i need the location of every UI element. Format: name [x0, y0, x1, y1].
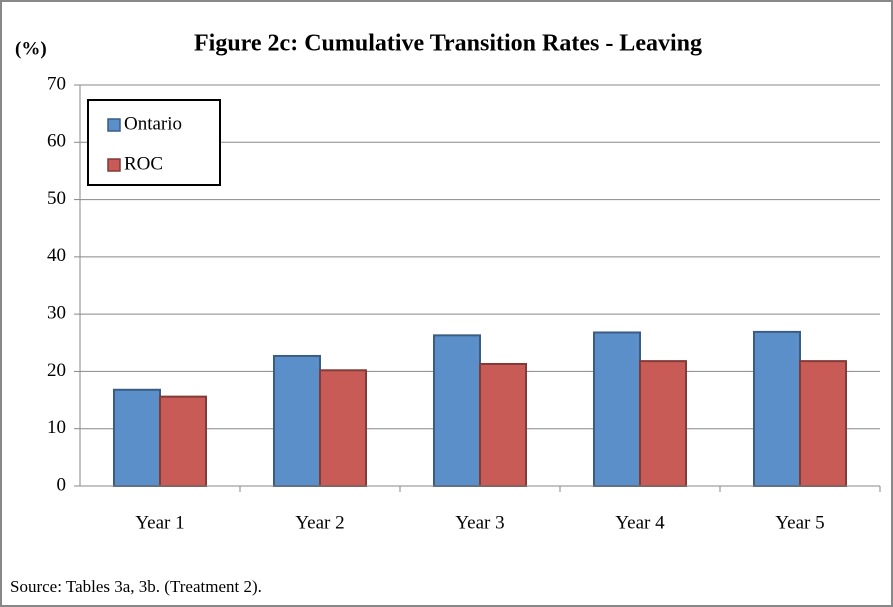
- bar: [639, 360, 687, 488]
- x-tick-label: Year 4: [615, 512, 665, 533]
- legend-label: ROC: [124, 153, 163, 174]
- bar: [479, 362, 527, 487]
- legend-swatch: [107, 118, 121, 132]
- bar: [799, 360, 847, 488]
- bar: [753, 330, 801, 487]
- legend-swatch: [107, 158, 121, 172]
- x-tick-label: Year 3: [455, 512, 504, 533]
- y-tick-label: 60: [47, 131, 66, 152]
- y-tick-label: 30: [47, 303, 66, 324]
- y-tick-label: 40: [47, 245, 66, 266]
- x-tick-label: Year 5: [775, 512, 824, 533]
- bar: [273, 354, 321, 487]
- x-tick-label: Year 2: [295, 512, 344, 533]
- bar: [319, 369, 367, 488]
- y-tick-label: 10: [47, 417, 66, 438]
- bar: [113, 388, 161, 488]
- chart-title: Figure 2c: Cumulative Transition Rates -…: [194, 31, 702, 57]
- y-tick-label: 0: [57, 474, 67, 495]
- legend-label: Ontario: [124, 113, 182, 134]
- x-tick-label: Year 1: [135, 512, 184, 533]
- bar: [159, 395, 207, 487]
- y-tick-label: 20: [47, 360, 66, 381]
- y-tick-label: 50: [47, 188, 66, 209]
- y-tick-label: 70: [47, 73, 66, 94]
- bar: [593, 331, 641, 487]
- source-note: Source: Tables 3a, 3b. (Treatment 2).: [10, 577, 262, 596]
- y-axis-label: (%): [15, 38, 47, 59]
- bar: [433, 334, 481, 487]
